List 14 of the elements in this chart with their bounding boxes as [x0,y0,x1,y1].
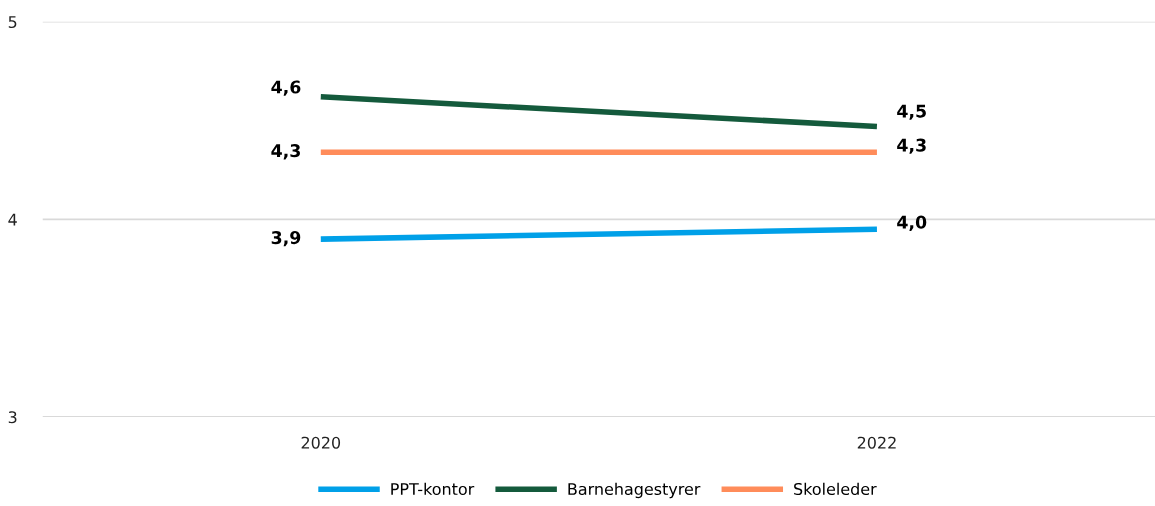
y-tick-label: 4 [8,213,17,226]
y-tick-label: 5 [8,16,17,29]
legend-label: Skoleleder [794,482,877,496]
data-label: 3,9 [271,231,301,247]
x-tick-label: 2020 [301,436,341,449]
data-label: 4,5 [897,104,926,120]
y-tick-label: 3 [8,411,17,424]
data-label: 4,6 [271,80,301,96]
legend-label: PPT-kontor [391,482,475,496]
data-label: 4,0 [897,215,927,231]
x-tick-label: 2022 [857,436,896,449]
data-label: 4,3 [271,144,300,160]
data-label: 4,3 [897,138,926,154]
legend-label: Barnehagestyrer [568,482,701,499]
